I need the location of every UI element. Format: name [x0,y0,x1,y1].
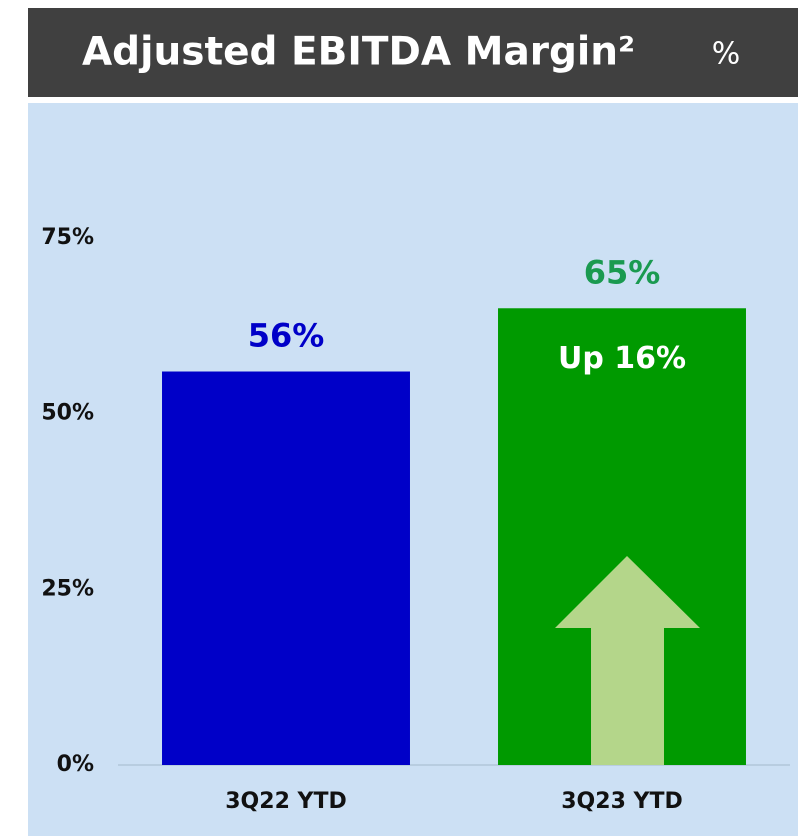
y-tick-label: 25% [41,576,94,601]
chart-title: Adjusted EBITDA Margin² [82,30,635,75]
y-tick-label: 50% [41,401,94,426]
value-label: 56% [248,317,325,355]
unit-label: % [712,37,741,72]
y-tick-label: 0% [57,752,94,777]
x-tick-label: 3Q22 YTD [225,789,346,814]
y-tick-label: 75% [41,225,94,250]
header-bar [28,8,798,97]
annotation: Up 16% [558,341,686,376]
bar [162,371,410,765]
value-label: 65% [584,253,661,291]
up-arrow [555,556,700,765]
x-tick-label: 3Q23 YTD [561,789,682,814]
